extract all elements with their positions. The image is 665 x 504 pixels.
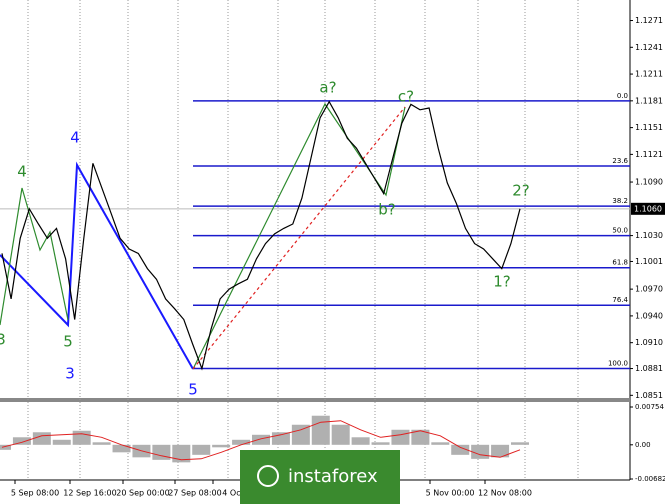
y-tick-label: 1.0970 xyxy=(635,285,663,294)
x-tick-label: 5 Nov 00:00 xyxy=(426,489,475,498)
histogram-bar xyxy=(152,444,171,460)
histogram-bar xyxy=(491,444,510,458)
wave-label: b? xyxy=(378,201,395,219)
y-tick-label: 1.0851 xyxy=(635,391,663,400)
y-tick-label: 1.1121 xyxy=(635,150,663,159)
y2-tick-label: 0.00754 xyxy=(635,403,664,411)
price-line xyxy=(1,100,521,371)
y-tick-label: 1.1241 xyxy=(635,43,663,52)
histogram-bar xyxy=(52,439,71,445)
y2-tick-label: 0.00 xyxy=(635,441,651,449)
histogram-bar xyxy=(311,415,330,445)
wave-label: 5 xyxy=(63,333,73,351)
x-tick-label: 27 Sep 08:00 xyxy=(168,489,221,498)
y-tick-label: 1.0940 xyxy=(635,311,663,320)
histogram-bar xyxy=(252,434,270,445)
watermark-text: instaforex xyxy=(288,466,378,487)
y-tick-label: 1.0910 xyxy=(635,338,663,347)
y2-tick-label: -0.00682 xyxy=(635,475,665,483)
pane-separator xyxy=(0,398,630,402)
y-tick-label: 1.1030 xyxy=(635,231,663,240)
wave-line-minor xyxy=(0,187,69,326)
current-price-box xyxy=(631,202,665,215)
histogram-bar xyxy=(72,430,91,445)
fib-label: 61.8 xyxy=(612,259,628,267)
histogram-bar xyxy=(511,442,529,445)
histogram-bar xyxy=(92,442,111,445)
y-tick-label: 1.1271 xyxy=(635,16,663,25)
histogram-bar xyxy=(291,424,310,445)
current-price-label: 1.1060 xyxy=(634,204,662,213)
y-tick-label: 1.1151 xyxy=(635,123,663,132)
fib-label: 23.6 xyxy=(612,157,628,165)
wave-label: 4 xyxy=(17,163,27,181)
histogram-bar xyxy=(271,432,290,445)
y-tick-label: 1.0881 xyxy=(635,364,663,373)
x-tick-label: 5 Sep 08:00 xyxy=(11,489,59,498)
histogram-bar xyxy=(331,424,350,445)
wave-line-minor xyxy=(192,102,406,370)
histogram-bar xyxy=(192,444,211,455)
y-tick-label: 1.1211 xyxy=(635,70,663,79)
wave-label: 1? xyxy=(493,273,511,291)
fib-label: 38.2 xyxy=(612,197,628,205)
wave-label: 3 xyxy=(0,331,6,349)
x-tick-label: 12 Sep 16:00 xyxy=(63,489,116,498)
wave-label: 3 xyxy=(65,365,75,383)
fib-label: 50.0 xyxy=(612,227,628,235)
histogram-bar xyxy=(411,429,430,445)
histogram-bar xyxy=(212,444,231,448)
histogram-bar xyxy=(371,442,390,445)
wave-line-dashed xyxy=(192,106,406,370)
histogram-bar xyxy=(232,439,251,445)
fib-label: 100.0 xyxy=(608,360,628,368)
wave-line-major xyxy=(0,161,194,370)
x-tick-label: 4 Oct xyxy=(222,489,243,498)
y-tick-label: 1.1181 xyxy=(635,96,663,105)
fib-label: 76.4 xyxy=(612,296,628,304)
histogram-bar xyxy=(172,444,191,463)
signal-line xyxy=(1,420,521,461)
wave-label: a? xyxy=(319,79,336,97)
histogram-bar xyxy=(431,442,450,445)
fib-label: 0.0 xyxy=(617,92,628,100)
y-tick-label: 1.1001 xyxy=(635,257,663,266)
histogram-bar xyxy=(451,444,470,455)
histogram-bar xyxy=(12,437,31,445)
histogram-bar xyxy=(471,444,490,459)
y-tick-label: 1.1090 xyxy=(635,178,663,187)
histogram-bar xyxy=(112,444,131,453)
wave-label: 4 xyxy=(70,129,80,147)
histogram-bar xyxy=(391,429,410,445)
wave-label: 2? xyxy=(512,182,530,200)
histogram-bar xyxy=(0,444,11,450)
wave-label: c? xyxy=(398,88,414,106)
histogram-bar xyxy=(351,437,370,445)
x-tick-label: 12 Nov 08:00 xyxy=(478,489,532,498)
watermark-banner xyxy=(240,450,400,504)
wave-label: 5 xyxy=(188,381,198,399)
watermark-icon xyxy=(257,465,279,487)
histogram-bar xyxy=(32,432,51,445)
x-tick-label: 20 Sep 00:00 xyxy=(116,489,169,498)
